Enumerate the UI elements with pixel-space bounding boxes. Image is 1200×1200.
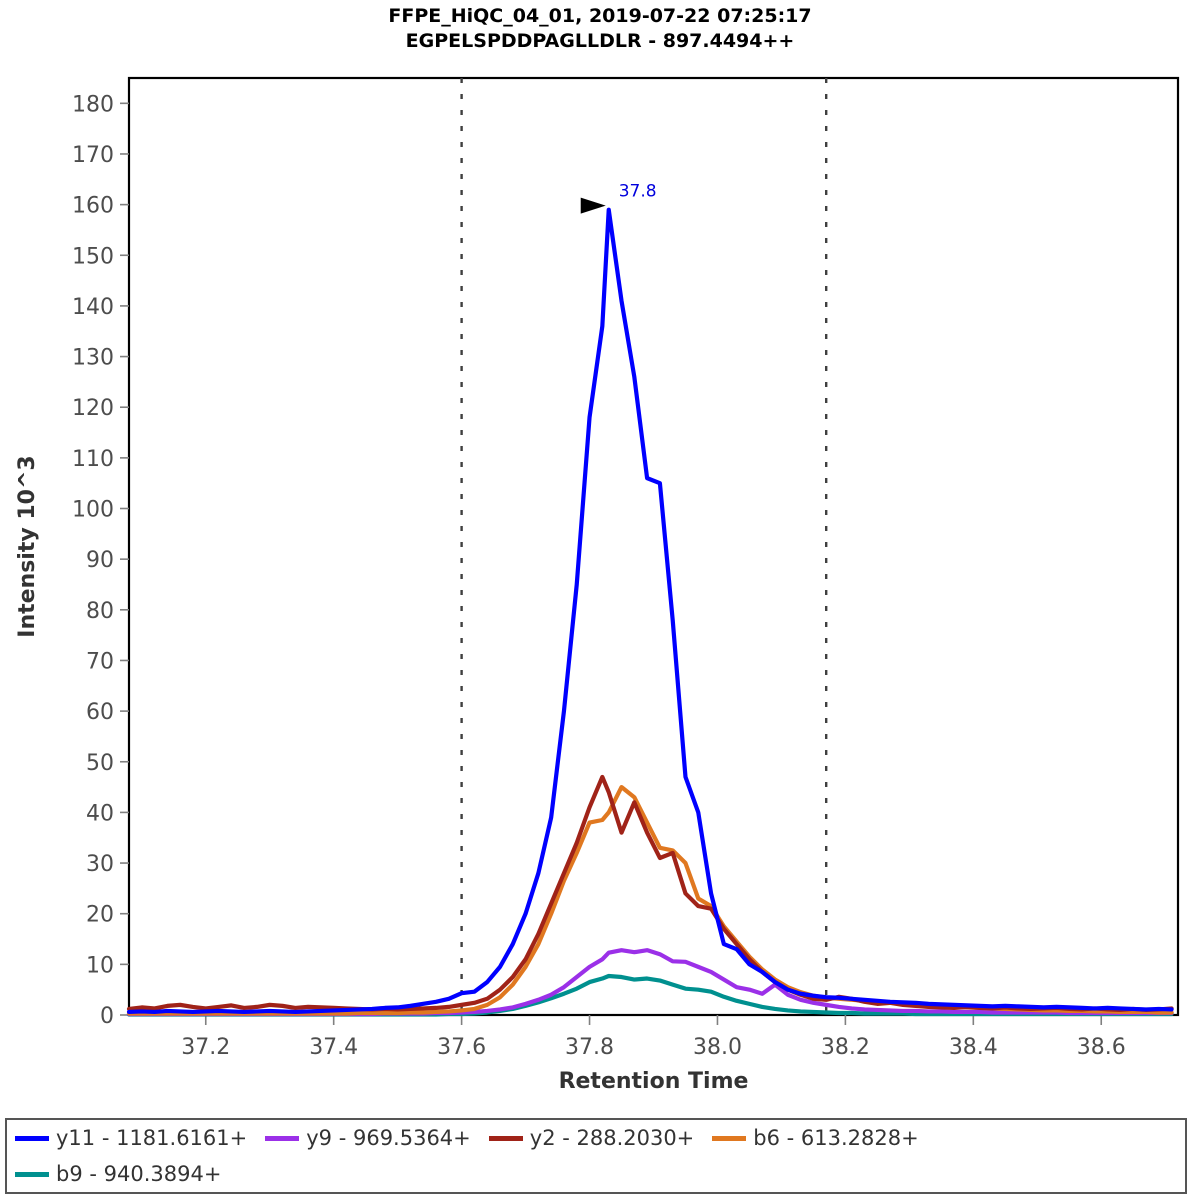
y-axis-tick-label: 120	[72, 396, 114, 421]
legend-item[interactable]: y11 - 1181.6161+	[15, 1126, 247, 1150]
x-axis-tick-label: 37.4	[309, 1035, 358, 1060]
y-axis-tick-label: 80	[86, 599, 114, 624]
y-axis-tick-label: 100	[72, 498, 114, 523]
legend-item[interactable]: y9 - 969.5364+	[265, 1126, 471, 1150]
x-axis-tick-label: 38.4	[949, 1035, 998, 1060]
peak-apex-marker-icon	[580, 197, 606, 214]
x-axis-tick-label: 38.0	[693, 1035, 742, 1060]
y-axis-tick-label: 90	[86, 548, 114, 573]
legend-item-label: y2 - 288.2030+	[529, 1126, 695, 1150]
legend-color-swatch	[15, 1135, 49, 1141]
y-axis-tick-label: 0	[100, 1004, 114, 1029]
series-layer	[126, 207, 1174, 1017]
legend-item[interactable]: b9 - 940.3894+	[15, 1162, 221, 1186]
x-axis-tick-label: 38.6	[1077, 1035, 1126, 1060]
peak-retention-time-label: 37.8	[619, 182, 657, 202]
y-axis-tick-label: 40	[86, 801, 114, 826]
plot-frame	[127, 76, 1180, 1017]
y-axis-tick-label: 140	[72, 295, 114, 320]
y-axis-tick-label: 10	[86, 953, 114, 978]
y-axis-title: Intensity 10^3	[15, 455, 40, 637]
y-axis-tick-label: 130	[72, 346, 114, 371]
y-axis-tick-label: 70	[86, 649, 114, 674]
x-axis-tick-label: 37.6	[437, 1035, 486, 1060]
legend-color-swatch	[265, 1135, 300, 1141]
y-axis-tick-label: 150	[72, 244, 114, 269]
legend: y11 - 1181.6161+ y9 - 969.5364+ y2 - 288.2…	[5, 1118, 1187, 1194]
x-axis-tick-label: 37.2	[181, 1035, 230, 1060]
chromatogram-plot: 0 10 20 30 40 50 60 70 80 90 100 110 120 130 140 150 160…	[15, 76, 1180, 1094]
y-axis-tick-label: 60	[86, 700, 114, 725]
legend-row-secondary: b9 - 940.3894+	[7, 1156, 1185, 1192]
axes-layer: 0 10 20 30 40 50 60 70 80 90 100 110 120 130 140 150 160…	[15, 76, 1180, 1094]
chart-title-line-1: FFPE_HiQC_04_01, 2019-07-22 07:25:17	[388, 5, 812, 27]
y-axis-tick-label: 180	[72, 92, 114, 117]
y-axis-tick-label: 170	[72, 143, 114, 168]
y-axis-tick-label: 50	[86, 751, 114, 776]
legend-item[interactable]: y2 - 288.2030+	[488, 1126, 695, 1150]
chart-title-block: FFPE_HiQC_04_01, 2019-07-22 07:25:17 EGP…	[0, 4, 1200, 54]
y-axis-tick-label: 110	[72, 447, 114, 472]
legend-color-swatch	[15, 1171, 49, 1177]
legend-color-swatch	[488, 1135, 523, 1141]
y-axis-tick-label: 30	[86, 852, 114, 877]
x-axis-tick-label: 38.2	[821, 1035, 870, 1060]
legend-item-label: b6 - 613.2828+	[753, 1126, 919, 1150]
legend-item[interactable]: b6 - 613.2828+	[712, 1126, 919, 1150]
x-axis-title: Retention Time	[559, 1069, 749, 1094]
y-axis-tick-label: 160	[72, 194, 114, 219]
legend-item-label: y9 - 969.5364+	[306, 1126, 471, 1150]
legend-color-swatch	[712, 1135, 747, 1141]
series-line	[126, 207, 1174, 1015]
legend-item-label: y11 - 1181.6161+	[56, 1126, 248, 1150]
x-axis-tick-label: 37.8	[565, 1035, 614, 1060]
series-line	[126, 774, 1174, 1013]
legend-row-primary: y11 - 1181.6161+ y9 - 969.5364+ y2 - 288.2…	[7, 1120, 1185, 1156]
integration-boundaries-layer	[460, 78, 828, 1015]
chart-title-line-2: EGPELSPDDPAGLLDLR - 897.4494++	[405, 30, 795, 52]
y-axis-tick-label: 20	[86, 903, 114, 928]
legend-item-label: b9 - 940.3894+	[56, 1162, 222, 1186]
peak-annotation-layer: 37.8	[580, 182, 657, 214]
